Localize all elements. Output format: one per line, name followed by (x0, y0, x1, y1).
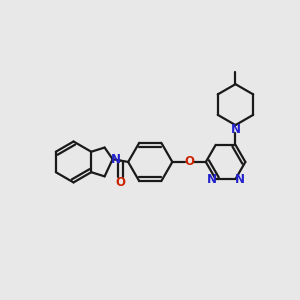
Text: O: O (116, 176, 125, 189)
Text: N: N (206, 172, 217, 186)
Text: N: N (235, 172, 245, 186)
Text: N: N (230, 122, 241, 136)
Text: N: N (111, 153, 121, 166)
Text: O: O (184, 155, 194, 169)
